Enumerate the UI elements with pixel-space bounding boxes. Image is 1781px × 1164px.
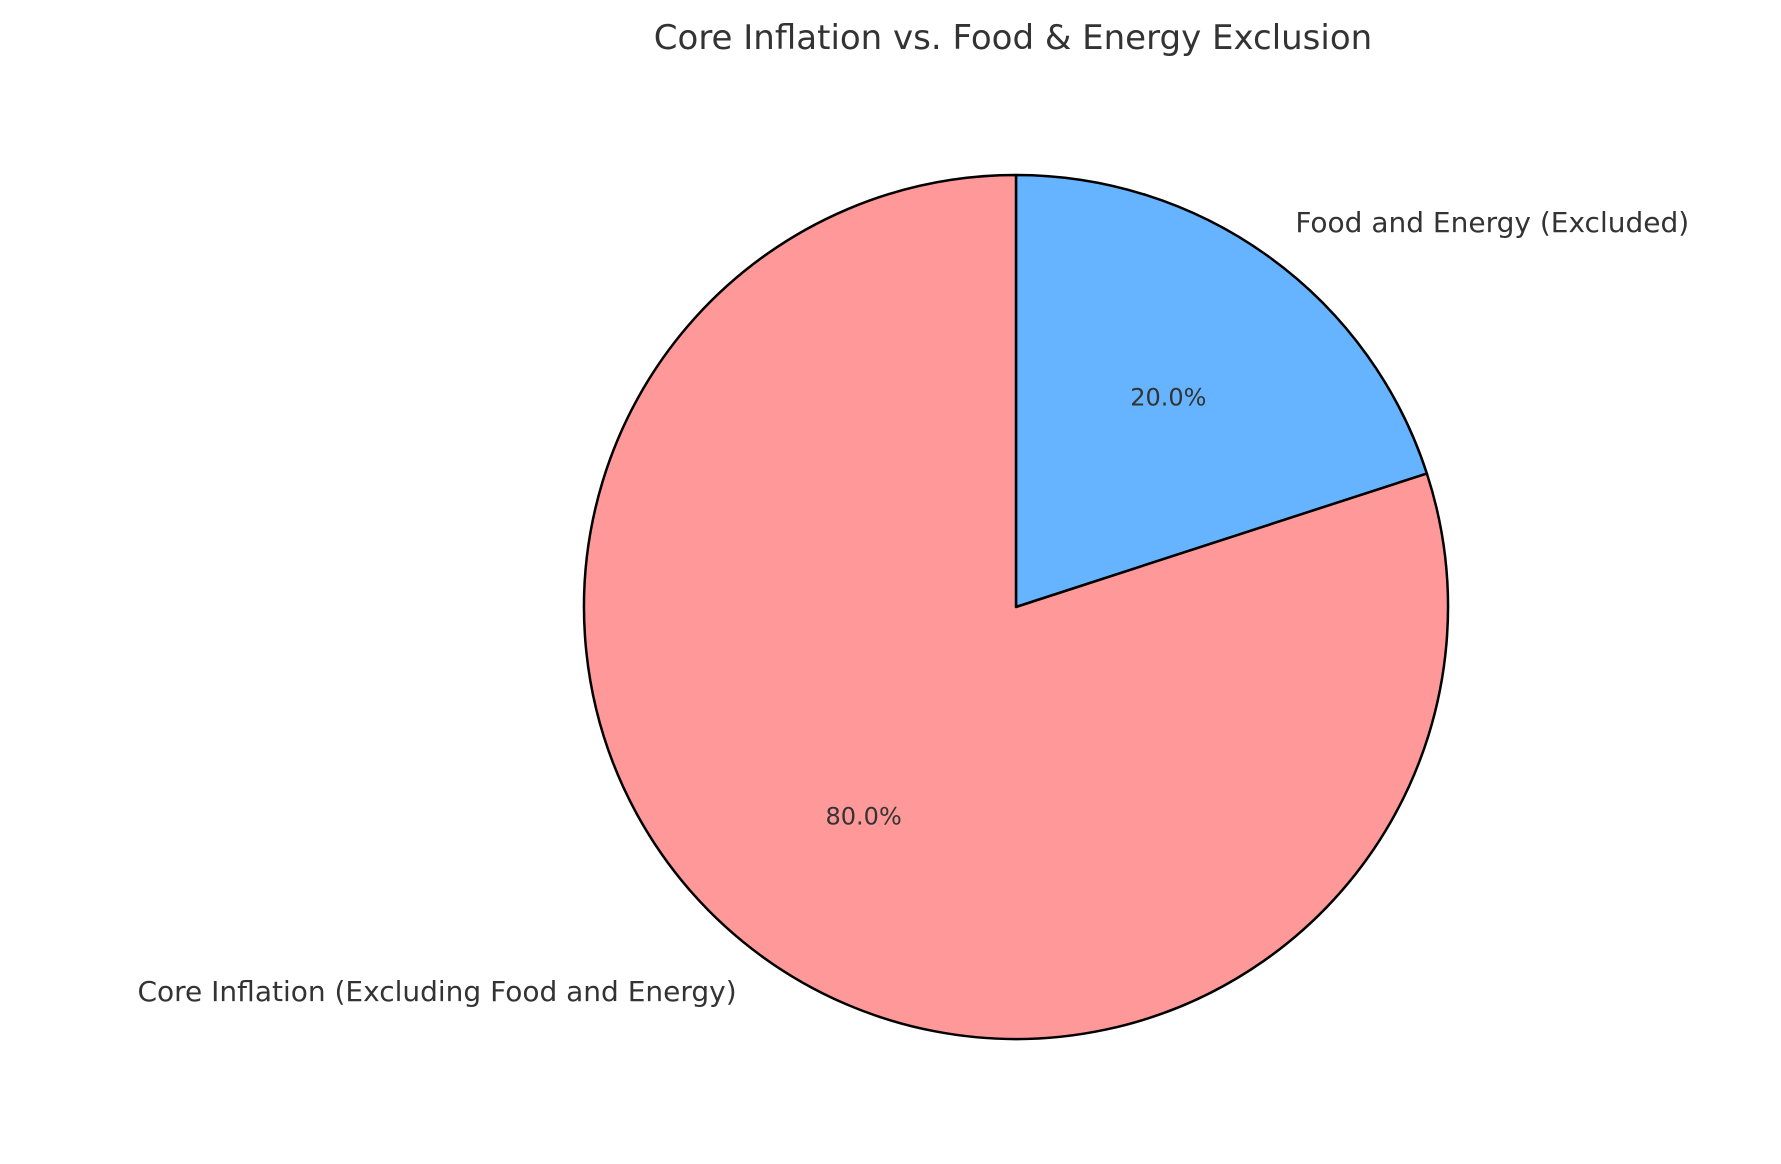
pie-slices [582,173,1450,1041]
slice-percent-label: 20.0% [1130,383,1206,411]
pie-slice [582,173,1450,1041]
slice-percent-label: 80.0% [826,803,902,831]
slice-category-label: Food and Energy (Excluded) [1295,206,1689,239]
pie-labels: Food and Energy (Excluded) 20.0% Core Infl… [137,206,1689,1008]
pie-slice [1014,173,1429,609]
chart-title: Core Inflation vs. Food & Energy Exclusi… [654,18,1372,58]
slice-category-label: Core Inflation (Excluding Food and Energ… [137,975,736,1008]
